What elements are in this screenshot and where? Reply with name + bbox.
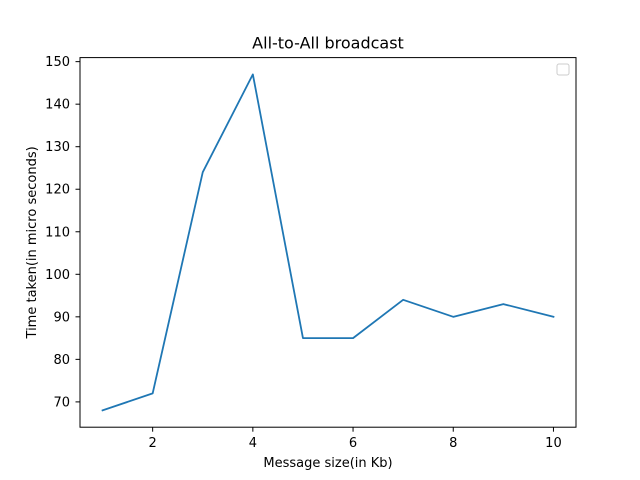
- legend-box: [556, 63, 570, 76]
- y-tick-label: 140: [45, 98, 70, 113]
- series-line-1: [101, 73, 555, 412]
- x-axis-label: Message size(in Kb): [263, 456, 392, 471]
- y-tick-label: 80: [53, 353, 70, 368]
- y-tick-label: 70: [53, 395, 70, 410]
- y-tick-label: 130: [45, 140, 70, 155]
- plot-frame: [79, 57, 577, 428]
- y-tick-label: 120: [45, 183, 70, 198]
- x-tick-label: 4: [249, 436, 257, 451]
- x-tick-label: 2: [149, 436, 157, 451]
- y-tick-label: 150: [45, 55, 70, 70]
- x-tick-label: 8: [449, 436, 457, 451]
- y-tick-label: 100: [45, 268, 70, 283]
- y-axis-label: Time taken(in micro seconds): [25, 146, 40, 339]
- x-tick-label: 6: [349, 436, 357, 451]
- y-tick-label: 90: [53, 310, 70, 325]
- x-axis-ticks: 2 4 6 8 10: [149, 427, 562, 451]
- x-tick-label: 10: [545, 436, 562, 451]
- chart-title: All-to-All broadcast: [252, 34, 404, 53]
- y-tick-label: 110: [45, 225, 70, 240]
- series-layer: [101, 73, 555, 412]
- y-axis-ticks: 70 80 90 100 110 120 130 140 150: [45, 55, 80, 410]
